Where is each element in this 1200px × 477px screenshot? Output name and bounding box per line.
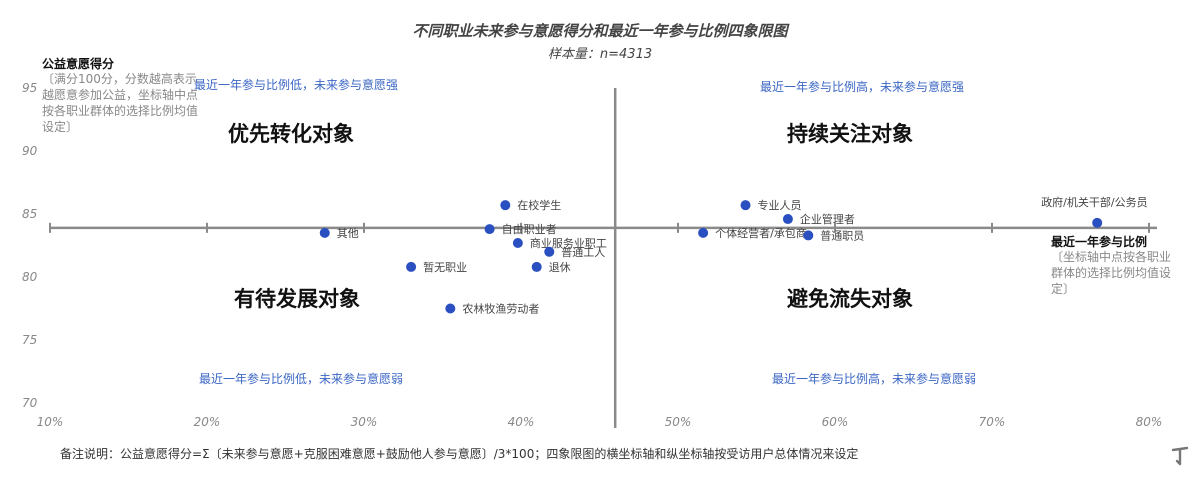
chart-subtitle: 样本量：n=4313 [547,47,653,62]
data-point [319,227,330,238]
data-point-label: 农林牧渔劳动者 [462,302,539,316]
data-point-label: 普通工人 [561,245,605,259]
quadrant-bottom-right-desc: 最近一年参与比例高，未来参与意愿弱 [772,372,977,386]
quadrant-bottom-left-title: 有待发展对象 [234,287,360,311]
data-point [484,224,495,235]
data-point [740,200,751,211]
footnote: 备注说明：公益意愿得分=Σ〔未来参与意愿+克服困难意愿+鼓励他人参与意愿〕/3*… [60,447,859,461]
y-tick-label: 85 [22,207,37,221]
x-tick-label: 10% [37,415,64,429]
data-point [544,246,555,257]
data-point [500,200,511,211]
x-tick-label: 20% [194,415,221,429]
data-point-label: 普通职员 [820,228,864,242]
x-tick-label: 30% [351,415,378,429]
brand-mark-icon [1171,446,1189,466]
data-point [531,261,542,272]
y-tick-label: 80 [22,270,38,284]
quadrant-bottom-left-desc: 最近一年参与比例低，未来参与意愿弱 [199,372,404,386]
data-point-label: 专业人员 [758,198,802,212]
data-point-label: 退休 [549,261,571,274]
quadrant-top-right-desc: 最近一年参与比例高，未来参与意愿强 [760,80,965,94]
y-tick-label: 70 [22,396,38,410]
chart-title: 不同职业未来参与意愿得分和最近一年参与比例四象限图 [412,22,788,40]
y-axis-title: 公益意愿得分 [42,57,115,71]
data-point [782,214,793,225]
data-point [406,261,417,272]
data-point [698,227,709,238]
y-tick-label: 95 [22,81,37,95]
data-point-label: 企业管理者 [800,212,855,226]
data-point-label: 在校学生 [517,198,561,212]
data-point [445,303,456,314]
quadrant-top-right-title: 持续关注对象 [787,122,913,146]
data-point-label: 政府/机关干部/公务员 [1041,195,1147,209]
data-point [803,230,814,241]
x-tick-label: 50% [665,415,692,429]
x-tick-label: 70% [979,415,1006,429]
x-axis-note: 〔坐标轴中点按各职业群体的选择比例均值设定〕 [1051,250,1172,296]
x-tick-label: 40% [508,415,535,429]
data-point-label: 暂无职业 [423,261,467,274]
data-point-label: 其他 [337,227,359,240]
y-tick-label: 90 [22,144,38,158]
x-tick-label: 80% [1136,415,1163,429]
y-axis-note: 〔满分100分，分数越高表示越愿意参加公益，坐标轴中点按各职业群体的选择比例均值… [42,72,199,134]
data-point-label: 自由职业者 [502,222,557,236]
data-point [512,237,523,248]
quadrant-bottom-right-title: 避免流失对象 [787,287,913,311]
y-tick-label: 75 [22,333,37,347]
quadrant-top-left-title: 优先转化对象 [228,122,354,146]
quadrant-top-left-desc: 最近一年参与比例低，未来参与意愿强 [194,78,399,92]
x-axis-title: 最近一年参与比例 [1051,235,1148,249]
data-point-label: 商业服务业职工 [530,236,607,250]
data-point [1092,217,1103,228]
x-tick-label: 60% [822,415,849,429]
data-point-label: 个体经营者/承包商 [715,226,807,240]
